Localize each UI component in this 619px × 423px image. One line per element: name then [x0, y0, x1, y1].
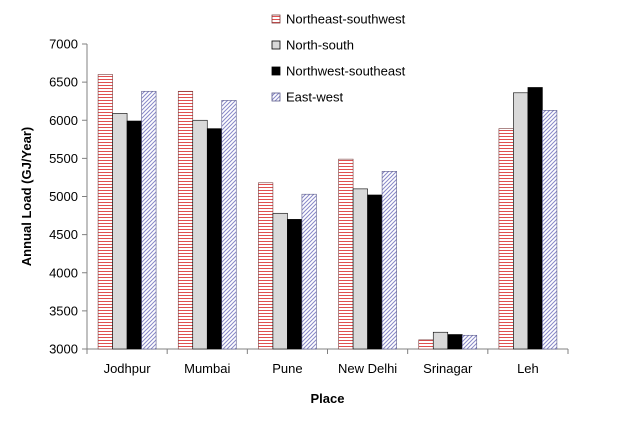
x-tick-label: Mumbai [184, 361, 230, 376]
bar-pune-east-west [301, 193, 317, 350]
legend-swatch [271, 14, 281, 24]
bar-new-delhi-east-west [381, 171, 397, 350]
y-tick-label: 7000 [49, 37, 78, 52]
bar-jodhpur-north-south [112, 113, 128, 350]
bar-jodhpur-northeast-southwest [97, 74, 113, 350]
bar-mumbai-northeast-southwest [177, 90, 194, 350]
x-axis-title: Place [311, 391, 345, 406]
y-tick-label: 3000 [49, 342, 78, 357]
y-tick-label: 6500 [49, 75, 78, 90]
y-tick-label: 3500 [49, 303, 78, 318]
y-tick-label: 5500 [49, 151, 78, 166]
bars [97, 74, 558, 350]
legend-label: Northwest-southeast [286, 64, 406, 79]
bar-jodhpur-east-west [141, 90, 157, 350]
x-tick-label: Leh [517, 361, 539, 376]
bar-leh-north-south [513, 92, 529, 350]
legend-swatch [271, 92, 281, 102]
bar-leh-northeast-southwest [498, 128, 514, 350]
x-tick-label: Srinagar [423, 361, 473, 376]
legend-label: Northeast-southwest [286, 12, 406, 27]
legend-swatch [271, 40, 281, 50]
bar-srinagar-northwest-southeast [447, 334, 463, 350]
bar-srinagar-north-south [432, 331, 449, 350]
bar-pune-northeast-southwest [258, 182, 274, 350]
x-tick-label: New Delhi [338, 361, 397, 376]
y-tick-label: 6000 [49, 113, 78, 128]
bar-jodhpur-northwest-southeast [126, 120, 142, 350]
x-tick-label: Pune [272, 361, 302, 376]
bar-leh-northwest-southeast [527, 87, 543, 350]
axis-labels: 3000 3500 4000 4500 5000 5500 6000 6500 7000 Jodh… [19, 37, 539, 407]
bar-pune-north-south [272, 212, 288, 350]
legend: Northeast-southwest North-south Northwest-… [271, 12, 406, 105]
y-tick-label: 5000 [49, 189, 78, 204]
bar-new-delhi-northeast-southwest [338, 158, 354, 350]
y-tick-label: 4000 [49, 265, 78, 280]
bar-srinagar-northeast-southwest [418, 339, 434, 350]
legend-label: East-west [286, 90, 343, 105]
bar-mumbai-east-west [221, 100, 237, 350]
legend-label: North-south [286, 38, 354, 53]
bar-mumbai-northwest-southeast [206, 128, 223, 350]
x-tick-label: Jodhpur [104, 361, 152, 376]
y-axis-title: Annual Load (GJ/Year) [19, 127, 34, 266]
legend-swatch [271, 66, 281, 76]
bar-leh-east-west [542, 110, 558, 350]
y-tick-label: 4500 [49, 227, 78, 242]
bar-pune-northwest-southeast [287, 219, 303, 350]
bar-srinagar-east-west [461, 334, 478, 350]
bar-mumbai-north-south [192, 119, 208, 350]
axes [82, 43, 569, 354]
bar-new-delhi-north-south [352, 188, 368, 350]
bar-new-delhi-northwest-southeast [367, 194, 383, 350]
